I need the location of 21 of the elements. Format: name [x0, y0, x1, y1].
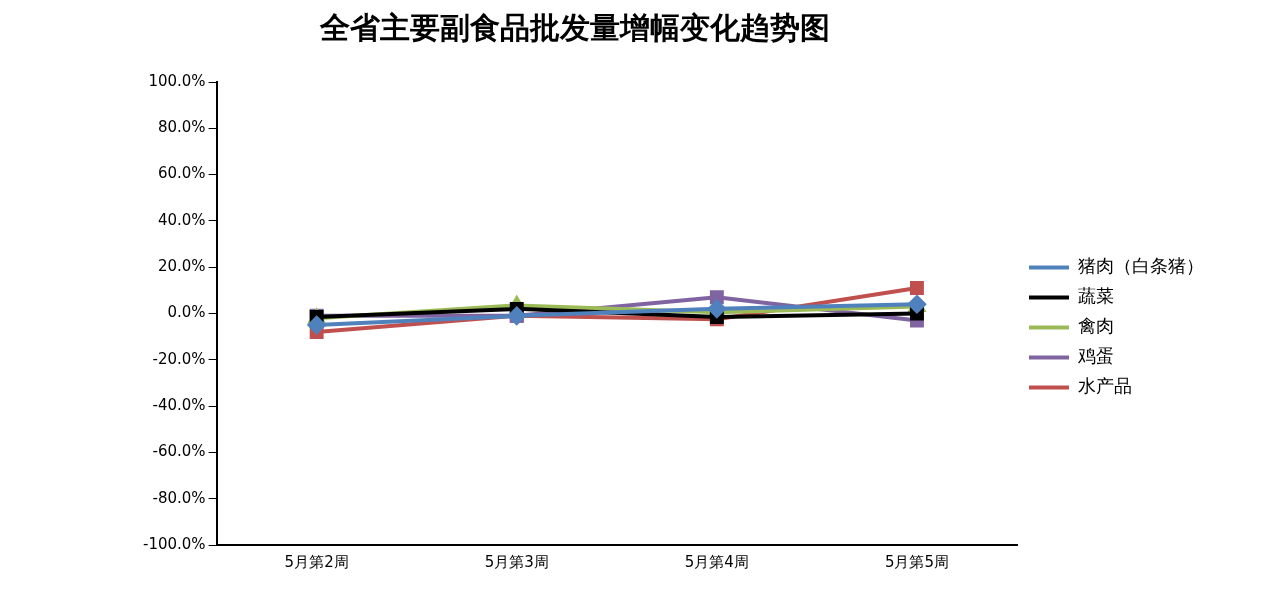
y-tick-label: 0.0%	[167, 303, 206, 322]
x-tick-label: 5月第2周	[284, 552, 349, 571]
y-tick-label: 60.0%	[157, 164, 206, 183]
legend-label: 蔬菜	[1078, 285, 1114, 307]
y-tick-label: 100.0%	[148, 71, 206, 90]
y-tick-label: 20.0%	[157, 257, 206, 276]
legend-label: 禽肉	[1078, 315, 1114, 337]
x-tick-label: 5月第4周	[684, 552, 749, 571]
x-tick-label: 5月第5周	[884, 552, 949, 571]
y-tick-label: -20.0%	[152, 349, 206, 368]
x-tick-label: 5月第3周	[484, 552, 549, 571]
y-tick-label: 40.0%	[157, 210, 206, 229]
chart-title: 全省主要副食品批发量增幅变化趋势图	[319, 9, 831, 47]
legend-label: 猪肉（白条猪）	[1078, 255, 1204, 277]
y-tick-label: -60.0%	[152, 442, 206, 461]
y-tick-label: -80.0%	[152, 488, 206, 507]
legend-label: 鸡蛋	[1077, 345, 1114, 367]
y-tick-label: -40.0%	[152, 395, 206, 414]
y-tick-label: 80.0%	[157, 118, 206, 137]
legend-label: 水产品	[1078, 375, 1132, 397]
y-tick-label: -100.0%	[143, 534, 206, 553]
